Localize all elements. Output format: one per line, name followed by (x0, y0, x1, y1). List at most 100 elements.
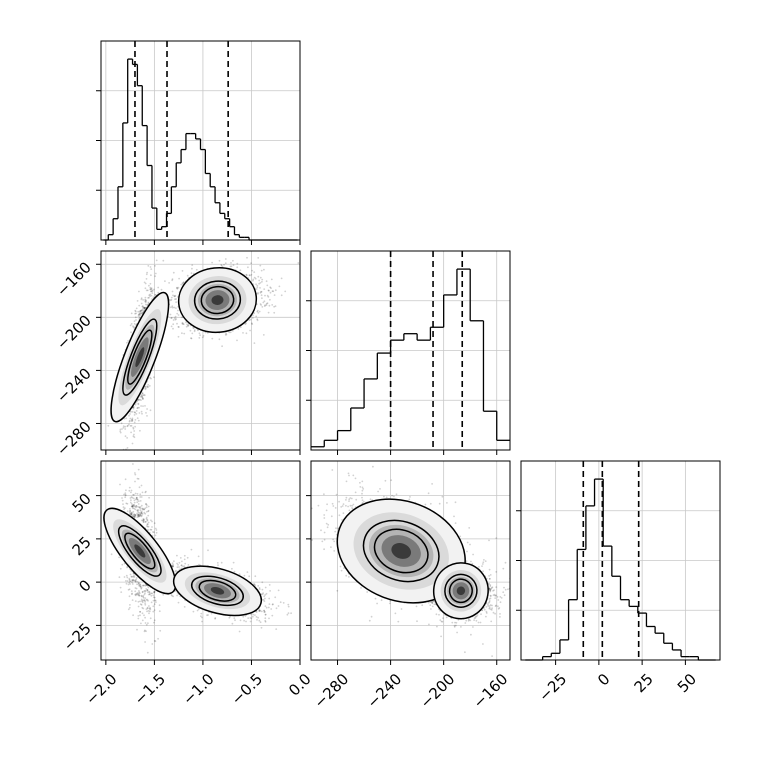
joint-param-1-vs-param-2-point (260, 269, 263, 272)
joint-param-1-vs-param-2-point (262, 334, 265, 336)
joint-param-1-vs-param-3-point (129, 508, 131, 510)
joint-param-2-vs-param-3-point (421, 604, 424, 607)
joint-param-1-vs-param-2-point (230, 262, 232, 264)
joint-param-1-vs-param-2-point (127, 423, 130, 426)
joint-param-1-vs-param-2-point (261, 278, 264, 281)
joint-param-1-vs-param-3-ytick-label-0: −25 (60, 619, 95, 654)
joint-param-1-vs-param-2-point (135, 470, 137, 472)
joint-param-1-vs-param-2-point (220, 264, 223, 267)
joint-param-1-vs-param-3-point (135, 587, 138, 590)
joint-param-1-vs-param-3-point (151, 520, 153, 523)
joint-param-1-vs-param-3-point (264, 620, 267, 623)
joint-param-1-vs-param-3-point (133, 505, 136, 507)
joint-param-1-vs-param-2-point (143, 306, 146, 309)
joint-param-1-vs-param-2-point (142, 299, 145, 301)
joint-param-2-vs-param-3-point (471, 562, 474, 565)
joint-param-1-vs-param-2-point (173, 306, 176, 309)
joint-param-1-vs-param-2-contour-0-0 (110, 291, 170, 423)
joint-param-1-vs-param-2-point (172, 327, 174, 330)
joint-param-1-vs-param-2 (101, 251, 301, 472)
joint-param-1-vs-param-3-point (139, 585, 142, 588)
joint-param-1-vs-param-3-point (183, 565, 186, 567)
joint-param-1-vs-param-2-point (122, 426, 125, 429)
joint-param-1-vs-param-3-point (275, 607, 278, 610)
joint-param-1-vs-param-3-point (144, 600, 147, 603)
joint-param-1-vs-param-2-point (232, 264, 235, 266)
joint-param-1-vs-param-3-point (200, 612, 203, 615)
joint-param-1-vs-param-3-point (143, 519, 145, 522)
joint-param-1-vs-param-2-point (130, 331, 132, 334)
joint-param-1-vs-param-2-point (232, 329, 234, 332)
joint-param-1-vs-param-2-point (132, 325, 134, 328)
joint-param-1-vs-param-3-point (134, 513, 137, 516)
joint-param-1-vs-param-3-point (261, 593, 264, 596)
joint-param-1-vs-param-3-point (134, 579, 137, 582)
joint-param-2-vs-param-3-point (291, 508, 293, 510)
joint-param-1-vs-param-2-point (139, 312, 141, 315)
joint-param-1-vs-param-2-point (138, 313, 141, 315)
joint-param-1-vs-param-3-point (172, 595, 175, 598)
joint-param-2-vs-param-3-point (394, 612, 397, 615)
joint-param-2-vs-param-3-point (488, 575, 490, 577)
joint-param-1-vs-param-3-point (137, 513, 140, 516)
joint-param-1-vs-param-2-point (229, 331, 232, 334)
joint-param-1-vs-param-3-point (143, 593, 146, 596)
joint-param-1-vs-param-3-point (130, 511, 133, 514)
joint-param-1-vs-param-2-point (141, 396, 143, 399)
joint-param-1-vs-param-2-point (270, 287, 272, 289)
joint-param-1-vs-param-3-point (138, 506, 141, 509)
joint-param-1-vs-param-2-point (251, 323, 254, 325)
joint-param-2-vs-param-3-point (489, 588, 492, 591)
joint-param-1-vs-param-3-point (183, 558, 186, 561)
joint-param-1-vs-param-3-point (132, 463, 134, 465)
joint-param-1-vs-param-3-point (139, 583, 142, 586)
joint-param-1-vs-param-3-point (136, 501, 139, 504)
joint-param-1-vs-param-2-point (140, 298, 143, 301)
joint-param-1-vs-param-3-point (140, 586, 143, 589)
joint-param-2-vs-param-3-point (345, 480, 348, 483)
joint-param-1-vs-param-2-point (130, 411, 132, 413)
joint-param-1-vs-param-2-point (139, 309, 142, 312)
joint-param-1-vs-param-2-point (253, 312, 256, 315)
joint-param-1-vs-param-3-point (152, 594, 155, 597)
joint-param-2-vs-param-3-point (491, 604, 493, 607)
joint-param-1-vs-param-2-point (239, 269, 242, 272)
joint-param-1-vs-param-2-point (225, 332, 227, 335)
joint-param-1-vs-param-3-point (121, 497, 123, 499)
joint-param-2-vs-param-3-point (323, 538, 326, 541)
joint-param-1-vs-param-3-point (251, 615, 254, 618)
joint-param-1-vs-param-3-point (151, 526, 153, 528)
joint-param-1-vs-param-3-point (129, 509, 132, 512)
joint-param-1-vs-param-3-point (139, 512, 142, 514)
joint-param-1-vs-param-3-point (136, 583, 138, 586)
joint-param-1-vs-param-2-ytick-label-0: −280 (53, 418, 95, 460)
joint-param-1-vs-param-3-point (255, 611, 258, 613)
joint-param-1-vs-param-3-point (257, 585, 260, 587)
joint-param-2-vs-param-3-point (453, 515, 455, 518)
joint-param-1-vs-param-2-point (149, 293, 152, 296)
joint-param-2-vs-param-3-point (483, 608, 486, 611)
joint-param-1-vs-param-3-point (131, 511, 133, 514)
hist-param-3-xtick-label-0: −25 (535, 670, 570, 705)
joint-param-2-vs-param-3-point (372, 465, 374, 468)
joint-param-1-vs-param-2-ytick-label-3: −160 (53, 258, 95, 300)
joint-param-1-vs-param-3-point (153, 590, 156, 593)
joint-param-2-vs-param-3-point (374, 597, 377, 600)
joint-param-1-vs-param-3-point (141, 612, 144, 615)
joint-param-1-vs-param-3-contour-1-1 (190, 575, 245, 607)
joint-param-1-vs-param-2-point (141, 392, 144, 395)
joint-param-1-vs-param-3-point (129, 510, 132, 512)
joint-param-1-vs-param-3-point (145, 510, 148, 513)
joint-param-1-vs-param-2-point (224, 334, 227, 336)
joint-param-1-vs-param-2-point (145, 289, 148, 292)
joint-param-1-vs-param-3-point (137, 605, 140, 608)
joint-param-1-vs-param-2-point (146, 289, 149, 292)
joint-param-1-vs-param-3-point (140, 510, 143, 513)
joint-param-2-vs-param-3-point (323, 514, 326, 516)
joint-param-1-vs-param-3-point (259, 621, 262, 624)
joint-param-1-vs-param-3-point (264, 619, 267, 622)
joint-param-1-vs-param-3-point (153, 619, 156, 622)
joint-param-1-vs-param-3-point (250, 613, 252, 616)
joint-param-1-vs-param-3-point (287, 612, 290, 614)
joint-param-1-vs-param-3-point (231, 622, 234, 625)
